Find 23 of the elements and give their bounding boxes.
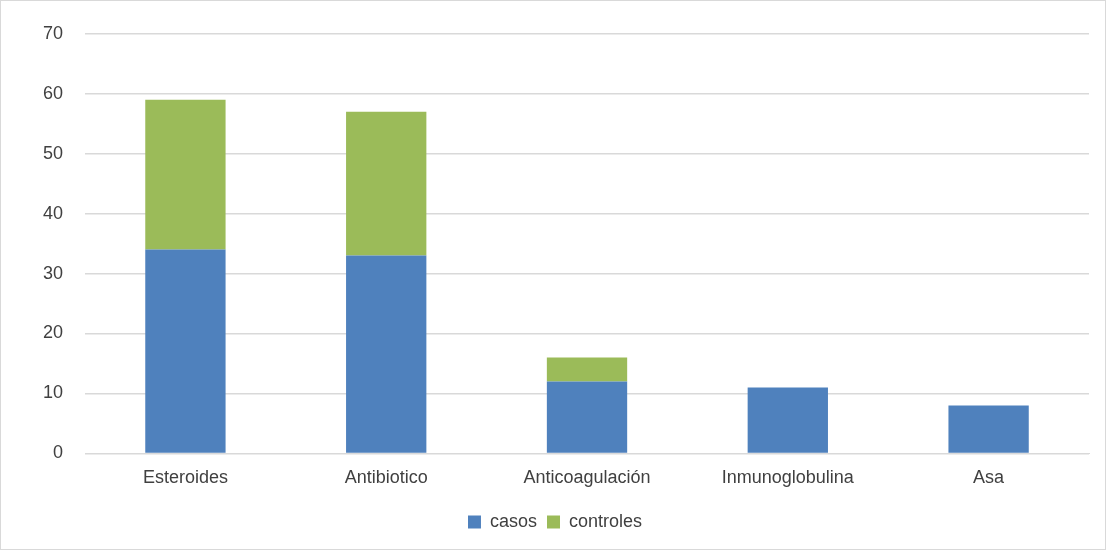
bar [546,357,628,382]
y-tick-label: 30 [42,262,64,283]
bar [546,381,628,453]
legend-label: controles [568,510,643,531]
bar [145,249,226,453]
bar [346,111,427,256]
x-tick-label: Asa [973,467,1006,488]
y-tick-label: 0 [53,442,64,463]
bar [145,99,226,250]
y-tick-label: 40 [42,202,64,223]
legend-label: casos [489,510,537,531]
x-tick-label: Esteroides [142,467,228,488]
x-tick-label: Inmunoglobulina [721,467,855,488]
y-tick-label: 10 [42,382,64,403]
x-tick-label: Anticoagulación [523,467,651,488]
bar [948,405,1029,453]
y-tick-label: 60 [42,82,64,103]
y-tick-label: 50 [42,142,64,163]
bar [747,387,828,453]
x-tick-label: Antibiotico [344,467,428,488]
y-tick-label: 20 [42,322,64,343]
y-tick-label: 70 [42,22,64,43]
bar [346,255,427,453]
